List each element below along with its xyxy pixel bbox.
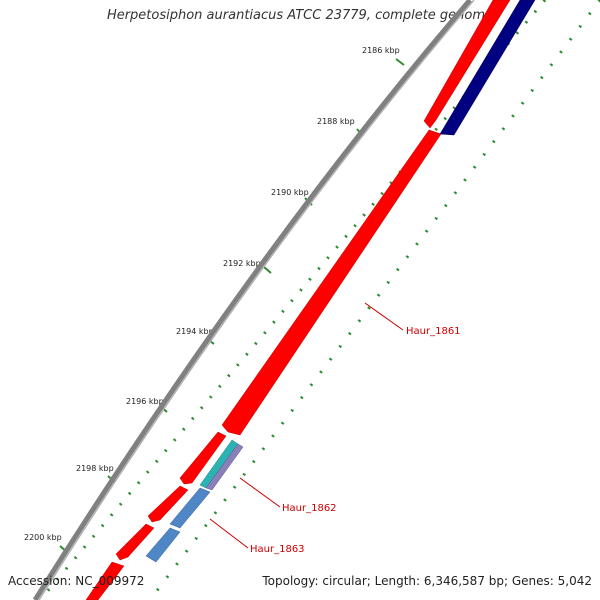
- tick-label: 2196 kbp: [126, 397, 164, 406]
- reverse-cds-navy: [439, 0, 536, 136]
- tick-mark: [263, 266, 272, 274]
- outer-dotted-ring: [38, 0, 547, 600]
- gene-label: Haur_1861: [406, 326, 461, 337]
- inner-dotted-ring: [148, 0, 600, 600]
- tick-mark: [395, 58, 405, 66]
- forward-cds-upper: [423, 0, 511, 129]
- genome-backbone: [32, 0, 472, 600]
- purple-feature: [205, 443, 244, 491]
- genome-backbone-shade: [38, 0, 475, 600]
- leader-haur-1861: [364, 302, 404, 331]
- gene-label: Haur_1863: [250, 544, 305, 555]
- tick-label: 2186 kbp: [362, 46, 400, 55]
- leader-haur-1862: [239, 477, 281, 508]
- forward-cds-small-1: [179, 431, 227, 485]
- gene-label: Haur_1862: [282, 503, 337, 514]
- leader-haur-1863: [209, 518, 249, 549]
- forward-cds-bottom: [85, 561, 125, 600]
- tick-label: 2190 kbp: [271, 188, 309, 197]
- tick-label: 2200 kbp: [24, 533, 62, 542]
- accession-text: Accession: NC_009972: [8, 574, 145, 588]
- forward-cds-haur-1861: [221, 129, 442, 436]
- tick-label: 2188 kbp: [317, 117, 355, 126]
- map-title: Herpetosiphon aurantiacus ATCC 23779, co…: [106, 8, 494, 23]
- tick-label: 2192 kbp: [223, 259, 261, 268]
- forward-cds-small-2: [147, 485, 189, 523]
- tick-label: 2194 kbp: [176, 327, 214, 336]
- forward-cds-small-3: [115, 523, 155, 561]
- genome-summary-text: Topology: circular; Length: 6,346,587 bp…: [262, 574, 592, 588]
- tick-label: 2198 kbp: [76, 464, 114, 473]
- gene-haur-1862: [169, 487, 211, 529]
- gene-haur-1863: [145, 527, 181, 563]
